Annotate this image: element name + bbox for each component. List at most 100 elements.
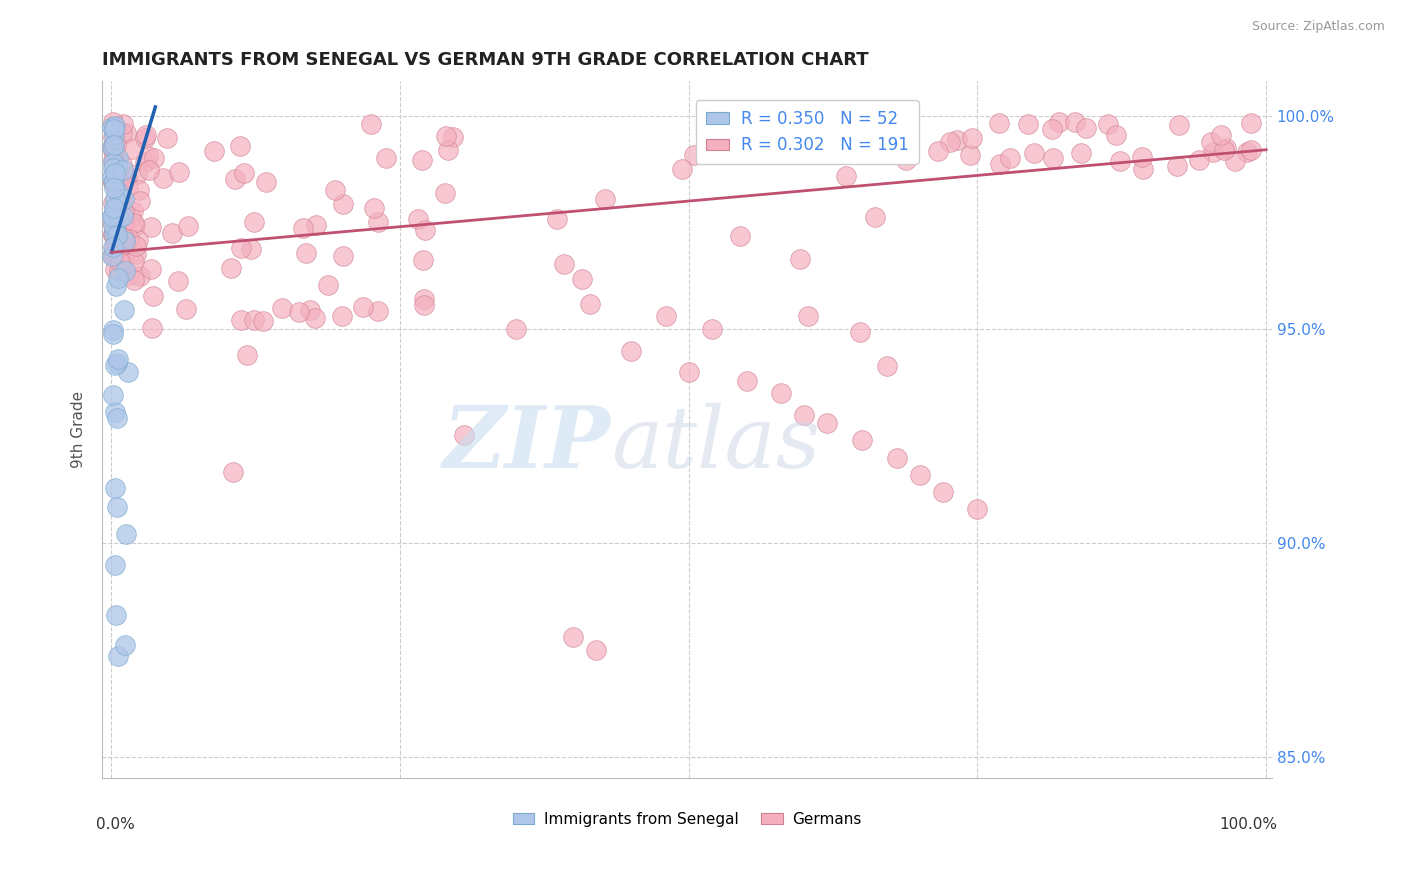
Point <box>243 312 266 326</box>
Point <box>1022 146 1045 161</box>
Point <box>304 311 326 326</box>
Point <box>962 131 984 145</box>
Point <box>101 211 124 225</box>
Point <box>160 226 183 240</box>
Point <box>120 210 142 224</box>
Point <box>105 202 128 217</box>
Point <box>959 147 981 161</box>
Point <box>595 192 617 206</box>
Point <box>136 148 159 162</box>
Point <box>834 169 856 183</box>
Point <box>894 153 917 167</box>
Point <box>305 218 328 232</box>
Point <box>1236 145 1258 159</box>
Point <box>678 365 700 379</box>
Point <box>105 184 128 198</box>
Point <box>103 141 125 155</box>
Point <box>849 325 872 339</box>
Point <box>101 169 124 184</box>
Point <box>1188 153 1211 167</box>
Point <box>139 220 162 235</box>
Point <box>620 343 643 358</box>
Point <box>101 240 124 254</box>
Point <box>1070 146 1092 161</box>
Point <box>105 607 128 622</box>
Point <box>124 219 146 234</box>
Point <box>671 161 693 176</box>
Point <box>107 351 129 366</box>
Point <box>105 180 128 194</box>
Point <box>728 229 751 244</box>
Point <box>434 186 457 200</box>
Point <box>103 241 125 255</box>
Point <box>1212 143 1234 157</box>
Point <box>115 127 138 141</box>
Point <box>142 151 165 165</box>
Text: ZIP: ZIP <box>443 402 612 485</box>
Point <box>789 252 811 267</box>
Point <box>412 253 434 268</box>
Point <box>101 227 124 241</box>
Text: 0.0%: 0.0% <box>97 816 135 831</box>
Point <box>103 121 125 136</box>
Point <box>1097 117 1119 131</box>
Point <box>104 220 127 235</box>
Point <box>441 129 464 144</box>
Point <box>229 139 252 153</box>
Point <box>367 303 389 318</box>
Point <box>108 255 131 269</box>
Point <box>104 279 127 293</box>
Point <box>174 302 197 317</box>
Point <box>115 527 138 541</box>
Point <box>103 210 125 224</box>
Point <box>134 130 156 145</box>
Point <box>104 481 127 495</box>
Point <box>298 303 321 318</box>
Point <box>177 219 200 233</box>
Point <box>104 204 127 219</box>
Point <box>101 250 124 264</box>
Point <box>863 210 886 224</box>
Point <box>101 143 124 157</box>
Point <box>103 154 125 169</box>
Point <box>103 217 125 231</box>
Point <box>101 153 124 167</box>
Point <box>127 234 149 248</box>
Point <box>436 144 458 158</box>
Point <box>101 120 124 135</box>
Point <box>851 434 873 448</box>
Point <box>1074 120 1097 135</box>
Point <box>111 117 134 131</box>
Point <box>121 142 143 156</box>
Point <box>886 450 908 465</box>
Point <box>104 261 127 276</box>
Point <box>103 248 125 262</box>
Point <box>103 130 125 145</box>
Point <box>103 128 125 143</box>
Point <box>156 131 179 145</box>
Point <box>546 211 568 226</box>
Point <box>453 428 475 442</box>
Point <box>793 408 815 422</box>
Text: atlas: atlas <box>612 402 820 485</box>
Point <box>932 484 955 499</box>
Point <box>579 297 602 311</box>
Point <box>1239 116 1261 130</box>
Point <box>101 156 124 170</box>
Y-axis label: 9th Grade: 9th Grade <box>72 392 86 468</box>
Point <box>654 310 676 324</box>
Point <box>243 215 266 229</box>
Point <box>114 264 136 278</box>
Point <box>107 270 129 285</box>
Point <box>104 144 127 158</box>
Point <box>202 144 225 158</box>
Point <box>114 234 136 248</box>
Point <box>101 249 124 263</box>
Point <box>122 216 145 230</box>
Point <box>332 249 354 263</box>
Point <box>107 152 129 166</box>
Point <box>1199 135 1222 149</box>
Text: 100.0%: 100.0% <box>1220 816 1278 831</box>
Point <box>138 163 160 178</box>
Point <box>104 138 127 153</box>
